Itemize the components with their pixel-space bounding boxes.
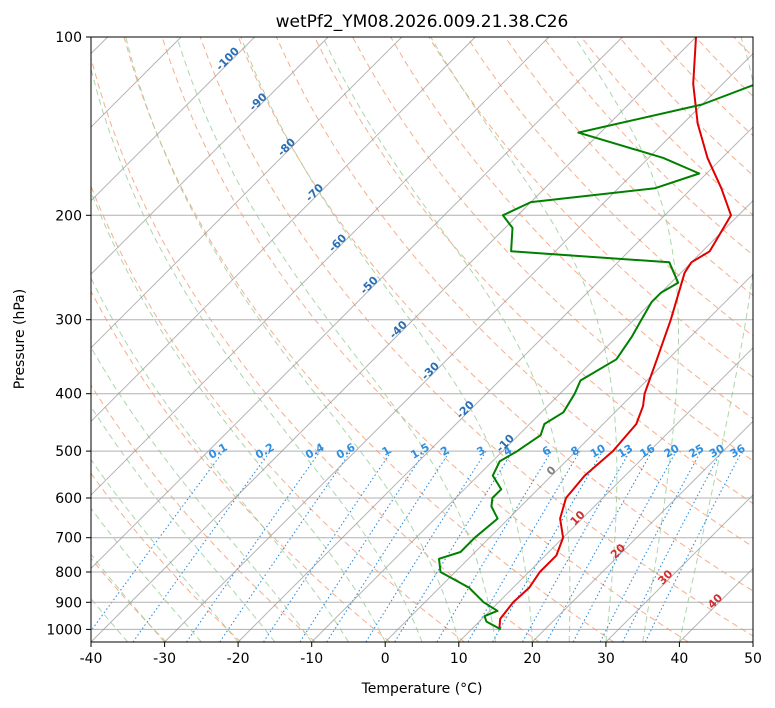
moist-adiabats bbox=[91, 37, 753, 642]
y-tick-label: 500 bbox=[55, 444, 82, 460]
moist-adiabat bbox=[574, 37, 679, 642]
dry-adiabat bbox=[161, 37, 689, 642]
moist-adiabat bbox=[678, 37, 753, 642]
isotherm bbox=[91, 37, 256, 202]
mixing-ratio-line bbox=[219, 450, 352, 642]
isotherm bbox=[91, 37, 476, 423]
dry-adiabat bbox=[275, 37, 753, 548]
dry-adiabat bbox=[428, 37, 753, 378]
moist-adiabat bbox=[322, 37, 571, 642]
y-tick-label: 700 bbox=[55, 531, 82, 547]
y-tick-label: 800 bbox=[55, 565, 82, 581]
isotherm bbox=[605, 494, 753, 642]
dry-adiabat bbox=[237, 37, 753, 592]
moist-adiabat bbox=[91, 458, 239, 642]
mixing-ratio-line bbox=[186, 450, 321, 642]
x-tick-label: 20 bbox=[523, 651, 541, 667]
moist-adiabat bbox=[91, 190, 386, 642]
mixing-ratio-line bbox=[132, 450, 271, 642]
plot-frame bbox=[90, 36, 754, 643]
dry-adiabat bbox=[504, 37, 753, 296]
isotherm bbox=[458, 347, 753, 642]
moist-adiabat bbox=[91, 66, 423, 642]
isotherm bbox=[311, 199, 753, 642]
sounding-series bbox=[438, 37, 753, 631]
y-tick-label: 900 bbox=[55, 595, 82, 611]
y-tick-label: 1000 bbox=[46, 622, 82, 638]
mixing-ratio-line bbox=[522, 450, 631, 642]
isotherm bbox=[531, 420, 753, 642]
mixing-ratio-line bbox=[299, 450, 426, 642]
x-tick-label: -40 bbox=[80, 651, 103, 667]
mixing-ratio-line bbox=[91, 450, 224, 632]
x-axis: -40 -30 -20 -10 0 10 20 30 40 50 bbox=[80, 642, 762, 667]
dry-adiabat bbox=[91, 290, 391, 642]
moist-adiabat bbox=[91, 507, 202, 642]
mixing-ratio-line bbox=[546, 450, 653, 642]
y-tick-label: 300 bbox=[55, 313, 82, 329]
y-axis: 100 200 300 400 500 600 700 800 900 1000 bbox=[46, 30, 91, 638]
dry-adiabat bbox=[314, 37, 753, 505]
dry-adiabat bbox=[466, 37, 753, 337]
dry-adiabat bbox=[352, 37, 753, 462]
mixing-ratio-lines bbox=[91, 450, 743, 642]
isotherm bbox=[237, 126, 753, 642]
x-tick-label: 40 bbox=[670, 651, 688, 667]
moist-adiabat bbox=[91, 276, 349, 642]
x-tick-label: 0 bbox=[381, 651, 390, 667]
moist-adiabat bbox=[125, 37, 460, 642]
dewpoint-line bbox=[438, 84, 753, 631]
y-axis-label: Pressure (hPa) bbox=[12, 289, 28, 389]
x-tick-label: 30 bbox=[597, 651, 615, 667]
isotherm bbox=[91, 37, 403, 349]
x-axis-label: Temperature (°C) bbox=[361, 681, 483, 697]
y-tick-label: 600 bbox=[55, 491, 82, 507]
dry-adiabat bbox=[91, 384, 316, 642]
isotherm bbox=[91, 37, 329, 275]
isotherm bbox=[91, 37, 550, 496]
dry-adiabat bbox=[123, 37, 614, 642]
dry-adiabat bbox=[390, 37, 753, 420]
moist-adiabat bbox=[91, 597, 129, 642]
mixing-ratio-line bbox=[572, 450, 677, 642]
dry-adiabat bbox=[91, 185, 465, 642]
x-tick-label: -20 bbox=[227, 651, 250, 667]
moist-adiabat bbox=[176, 37, 497, 642]
temperature-line bbox=[498, 37, 732, 630]
mixing-ratio-line bbox=[644, 450, 743, 642]
y-tick-label: 200 bbox=[55, 208, 82, 224]
mixing-ratio-line bbox=[263, 450, 392, 642]
chart-title: wetPf2_YM08.2026.009.21.38.C26 bbox=[276, 12, 569, 32]
y-tick-label: 100 bbox=[55, 30, 82, 46]
x-tick-label: 50 bbox=[744, 651, 762, 667]
y-tick-label: 400 bbox=[55, 387, 82, 403]
x-tick-label: -30 bbox=[153, 651, 176, 667]
x-tick-label: 10 bbox=[450, 651, 468, 667]
isotherm bbox=[91, 37, 623, 570]
mixing-ratio-line bbox=[326, 450, 451, 642]
isotherm bbox=[164, 52, 753, 642]
x-tick-label: -10 bbox=[300, 651, 323, 667]
moist-adiabat bbox=[430, 37, 618, 642]
mixing-ratio-line bbox=[394, 450, 514, 642]
isotherm bbox=[384, 273, 753, 642]
dry-adiabat bbox=[91, 472, 242, 642]
moist-adiabat bbox=[91, 405, 276, 642]
moist-adiabat bbox=[91, 553, 165, 642]
grid bbox=[91, 37, 753, 630]
moist-adiabat bbox=[240, 37, 533, 642]
